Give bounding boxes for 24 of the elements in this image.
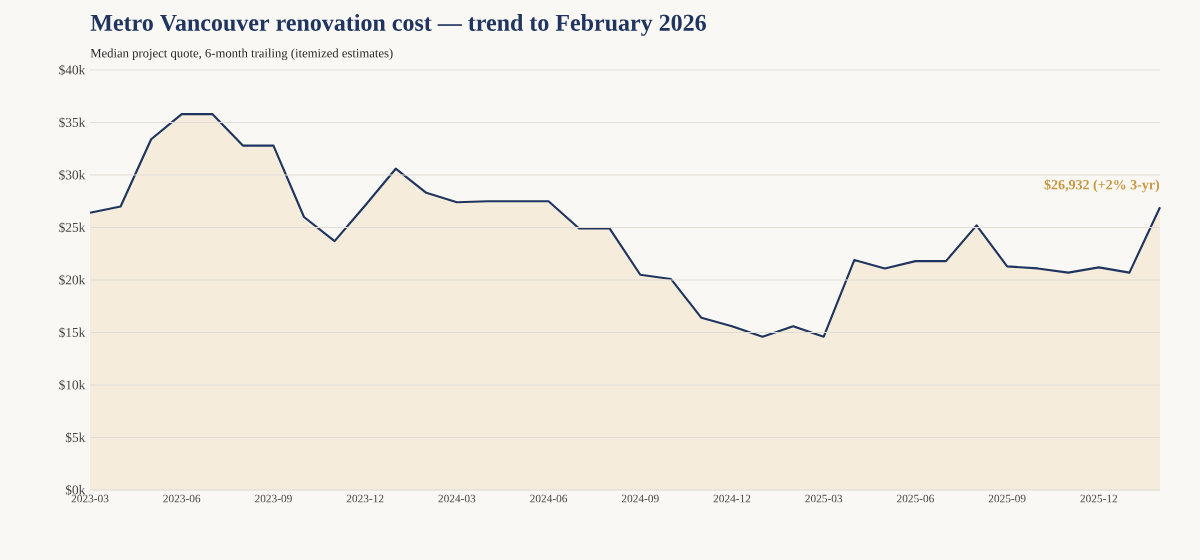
y-tick-label: $40k [59, 64, 86, 76]
annotation: $26,932 (+2% 3-yr) [1044, 179, 1160, 193]
x-tick-label: 2023-09 [255, 494, 292, 503]
y-tick-label: $0k [65, 484, 86, 496]
y-tick-label: $10k [59, 379, 86, 391]
y-tick-label: $15k [59, 327, 86, 338]
y-tick-label: $35k [59, 117, 86, 128]
x-tick-label: 2025-12 [1080, 494, 1118, 503]
x-tick-label: 2025-06 [897, 494, 934, 503]
x-tick-label: 2025-03 [805, 494, 843, 503]
x-tick-label: 2023-12 [346, 494, 384, 503]
x-tick-label: 2024-12 [713, 494, 751, 503]
x-tick-label: 2024-09 [621, 494, 659, 503]
y-tick-label: $20k [59, 274, 86, 286]
y-tick-label: $30k [59, 169, 86, 181]
x-tick-label: 2023-03 [71, 494, 109, 503]
y-tick-label: $25k [59, 222, 86, 233]
x-tick-label: 2024-06 [530, 494, 568, 503]
x-tick-label: 2025-09 [988, 494, 1026, 503]
y-tick-label: $5k [65, 432, 86, 443]
x-tick-label: 2023-06 [163, 494, 201, 503]
x-tick-label: 2024-03 [438, 494, 476, 503]
chart-title: Metro Vancouver renovation cost — trend to February 2026 [90, 13, 706, 36]
chart-subtitle: Median project quote, 6-month trailing (itemized estimates) [90, 48, 393, 61]
